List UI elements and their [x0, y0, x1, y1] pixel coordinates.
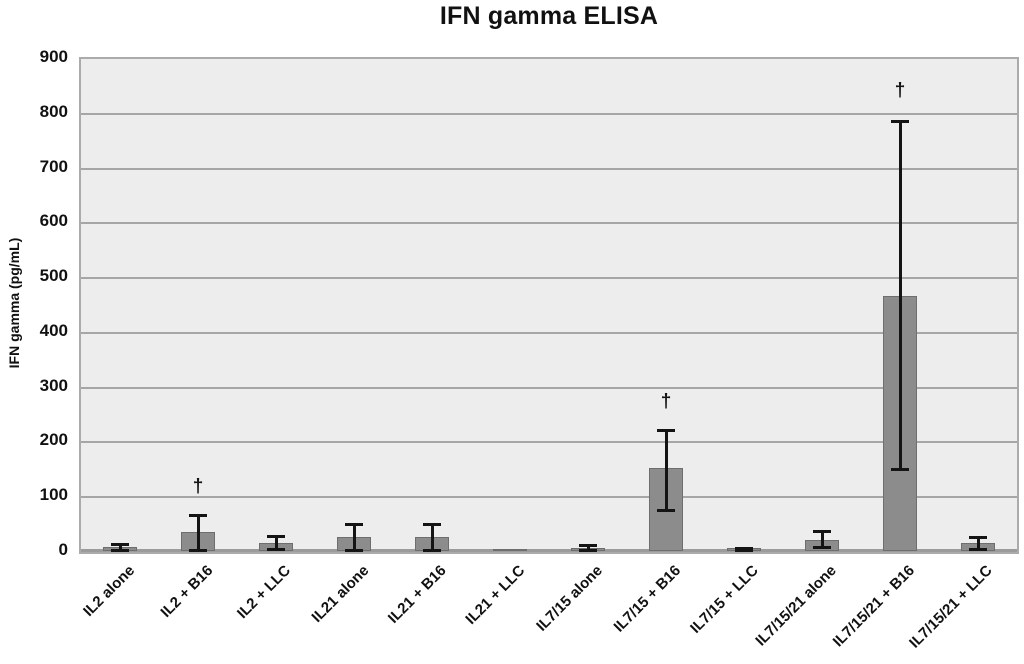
x-category-label: IL2 alone [80, 562, 139, 621]
error-bar-line [430, 524, 434, 551]
x-category-label: IL7/15/21 alone [752, 562, 841, 650]
x-category-label: IL7/15/21 + LLC [906, 562, 997, 652]
gridline [81, 441, 1017, 444]
x-category-label: IL7/15 alone [533, 562, 607, 635]
error-bar-cap-top [891, 120, 909, 124]
x-category-label: IL2 + B16 [157, 562, 217, 621]
bar [493, 549, 527, 551]
error-bar-line [898, 121, 902, 470]
x-category-label: IL7/15 + B16 [610, 562, 685, 636]
error-bar-cap-top [813, 530, 831, 534]
error-bar-cap-top [267, 535, 285, 539]
error-bar-line [976, 537, 980, 550]
gridline [81, 386, 1017, 389]
y-tick-label: 500 [39, 266, 68, 286]
significance-dagger: † [192, 476, 204, 498]
y-tick-label: 100 [39, 485, 68, 505]
x-category-label: IL2 + LLC [233, 562, 295, 623]
error-bar-cap-bottom [735, 548, 753, 552]
error-bar-line [196, 515, 200, 551]
gridline [81, 167, 1017, 170]
gridline [81, 222, 1017, 225]
error-bar-cap-top [111, 543, 129, 547]
error-bar-line [586, 545, 590, 551]
error-bar-line [820, 531, 824, 548]
y-tick-label: 400 [39, 320, 68, 340]
error-bar-line [664, 430, 668, 511]
error-bar-cap-top [345, 522, 363, 526]
chart-title: IFN gamma ELISA [439, 2, 659, 30]
x-category-label: IL7/15/21 + B16 [829, 562, 919, 651]
error-bar-cap-top [969, 536, 987, 540]
gridline [81, 277, 1017, 280]
y-axis-tick-labels: 0 100 200 300 400 500 600 700 800 900 [0, 47, 68, 559]
error-bar-line [352, 524, 356, 551]
significance-dagger: † [660, 391, 672, 413]
error-bar-cap-bottom [111, 548, 129, 552]
error-bar-cap-bottom [891, 468, 909, 472]
y-tick-label: 900 [39, 47, 68, 66]
x-category-label: IL7/15 + LLC [687, 562, 763, 637]
y-tick-label: 800 [39, 101, 68, 121]
significance-dagger: † [894, 79, 906, 101]
error-bar-cap-top [423, 522, 441, 526]
error-bar-cap-bottom [657, 508, 675, 512]
x-category-label: IL21 + LLC [462, 562, 529, 628]
error-bar-line [274, 536, 278, 550]
error-bar-cap-bottom [267, 547, 285, 551]
gridline [81, 331, 1017, 334]
x-axis-category-labels: IL2 alone IL2 + B16 IL2 + LLC IL21 alone IL2… [80, 556, 1017, 664]
error-bar-cap-top [657, 429, 675, 433]
error-bar-cap-top [579, 543, 597, 547]
error-bar-cap-bottom [345, 548, 363, 552]
error-bar-cap-top [189, 514, 207, 518]
y-tick-label: 200 [39, 430, 68, 450]
x-category-label: IL21 + B16 [385, 562, 451, 627]
plot-area: † † † [79, 57, 1019, 554]
error-bar-cap-bottom [189, 548, 207, 552]
y-tick-label: 700 [39, 156, 68, 176]
gridline [81, 496, 1017, 499]
y-tick-label: 600 [39, 211, 68, 231]
error-bar-line [118, 544, 122, 551]
error-bar-cap-top [735, 546, 753, 550]
gridline [81, 112, 1017, 115]
error-bar-cap-bottom [423, 548, 441, 552]
error-bar-cap-bottom [969, 547, 987, 551]
error-bar-cap-bottom [579, 549, 597, 553]
error-bar-cap-bottom [813, 546, 831, 550]
x-category-label: IL21 alone [308, 562, 373, 626]
y-tick-label: 300 [39, 375, 68, 395]
y-tick-label: 0 [58, 540, 68, 559]
